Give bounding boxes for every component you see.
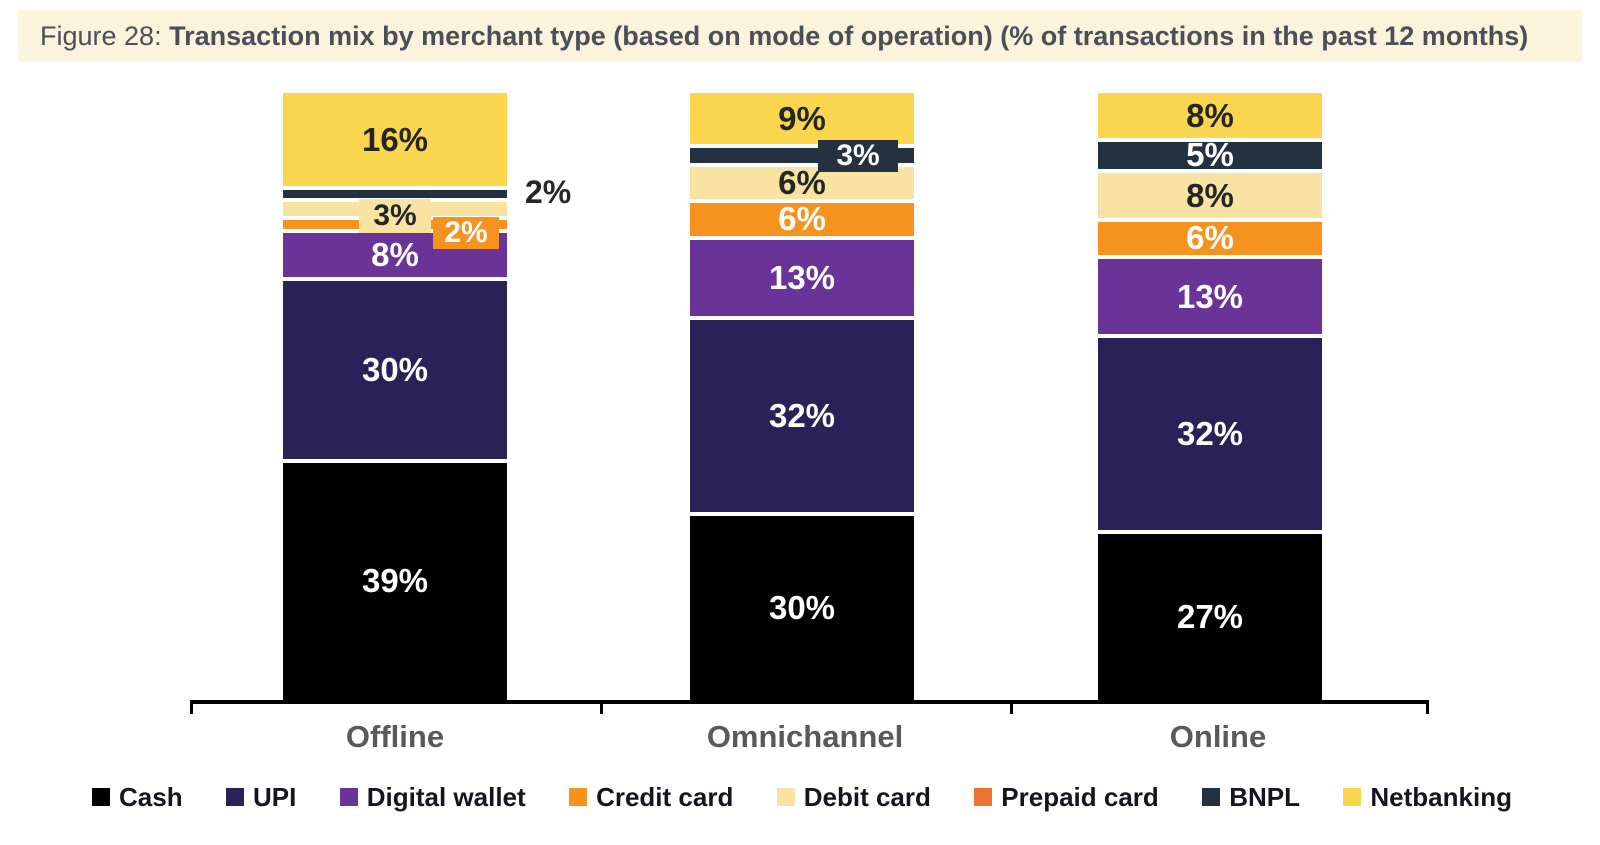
legend-label: Netbanking bbox=[1370, 782, 1512, 812]
figure-title: Transaction mix by merchant type (based … bbox=[169, 20, 1529, 51]
legend-swatch bbox=[225, 788, 244, 806]
legend-swatch bbox=[1202, 788, 1221, 806]
legend-item-debit-card: Debit card bbox=[776, 782, 931, 812]
segment-omnichannel-digital-wallet bbox=[690, 240, 914, 316]
segment-label-chip: 3% bbox=[359, 199, 431, 234]
figure-label: Figure 28: bbox=[40, 20, 170, 51]
x-axis-tick bbox=[1426, 700, 1429, 714]
segment-online-upi bbox=[1098, 338, 1322, 531]
x-axis-tick bbox=[600, 700, 603, 714]
segment-online-digital-wallet bbox=[1098, 258, 1322, 335]
segment-online-debit-card bbox=[1098, 172, 1322, 218]
bar-omnichannel: 9% 3% 6% 6% 13% 32% 30% bbox=[690, 93, 914, 700]
legend-item-credit-card: Credit card bbox=[569, 784, 733, 810]
legend-swatch bbox=[569, 788, 588, 806]
bar-offline: 16% 2% 3% 2% 8% 30% 39% bbox=[283, 93, 571, 700]
segment-omnichannel-credit-card bbox=[690, 203, 914, 237]
legend-item-bnpl: BNPL bbox=[1202, 784, 1300, 810]
legend-label: Prepaid card bbox=[1001, 782, 1159, 812]
legend-label: Debit card bbox=[803, 782, 931, 812]
legend-item-prepaid-card: Prepaid card bbox=[974, 784, 1159, 810]
segment-online-netbanking bbox=[1098, 93, 1322, 139]
segment-label-outside: 2% bbox=[525, 174, 572, 211]
legend-item-cash: Cash bbox=[92, 784, 183, 810]
segment-online-bnpl bbox=[1098, 142, 1322, 169]
legend-label: Credit card bbox=[596, 782, 734, 812]
legend-label: BNPL bbox=[1229, 782, 1300, 812]
segment-offline-upi bbox=[283, 281, 507, 460]
bar-online: 8% 5% 8% 6% 13% 32% 27% bbox=[1098, 93, 1322, 700]
segment-online-credit-card bbox=[1098, 221, 1322, 255]
legend-swatch bbox=[92, 788, 110, 806]
legend: Cash UPI Digital wallet Credit card Debit ca… bbox=[92, 779, 1512, 815]
x-axis-tick bbox=[1010, 700, 1013, 714]
segment-label-chip: 2% bbox=[433, 216, 499, 250]
segment-omnichannel-upi bbox=[690, 319, 914, 513]
legend-item-upi: UPI bbox=[225, 782, 297, 812]
segment-omnichannel-cash bbox=[690, 516, 914, 700]
x-axis-label-online: Online bbox=[1169, 719, 1267, 754]
segment-offline-bnpl bbox=[283, 190, 507, 199]
legend-item-netbanking: Netbanking bbox=[1343, 784, 1512, 810]
segment-label-chip: 3% bbox=[818, 139, 898, 173]
segment-offline-netbanking bbox=[283, 93, 507, 187]
figure-title-band: Figure 28: Transaction mix by merchant t… bbox=[18, 10, 1582, 62]
x-axis-tick bbox=[190, 700, 193, 714]
legend-swatch bbox=[974, 788, 993, 806]
legend-item-digital-wallet: Digital wallet bbox=[339, 782, 526, 812]
segment-online-cash bbox=[1098, 534, 1322, 700]
segment-omnichannel-netbanking bbox=[690, 93, 914, 145]
legend-swatch bbox=[776, 788, 795, 806]
x-axis-line bbox=[190, 700, 1426, 704]
legend-label: Digital wallet bbox=[366, 782, 526, 812]
legend-label: Cash bbox=[119, 782, 183, 812]
x-axis-label-omnichannel: Omnichannel bbox=[706, 719, 904, 754]
segment-offline-cash bbox=[283, 463, 507, 700]
x-axis-label-offline: Offline bbox=[345, 719, 445, 754]
legend-swatch bbox=[339, 788, 358, 806]
legend-swatch bbox=[1343, 788, 1362, 806]
legend-label: UPI bbox=[252, 782, 297, 812]
